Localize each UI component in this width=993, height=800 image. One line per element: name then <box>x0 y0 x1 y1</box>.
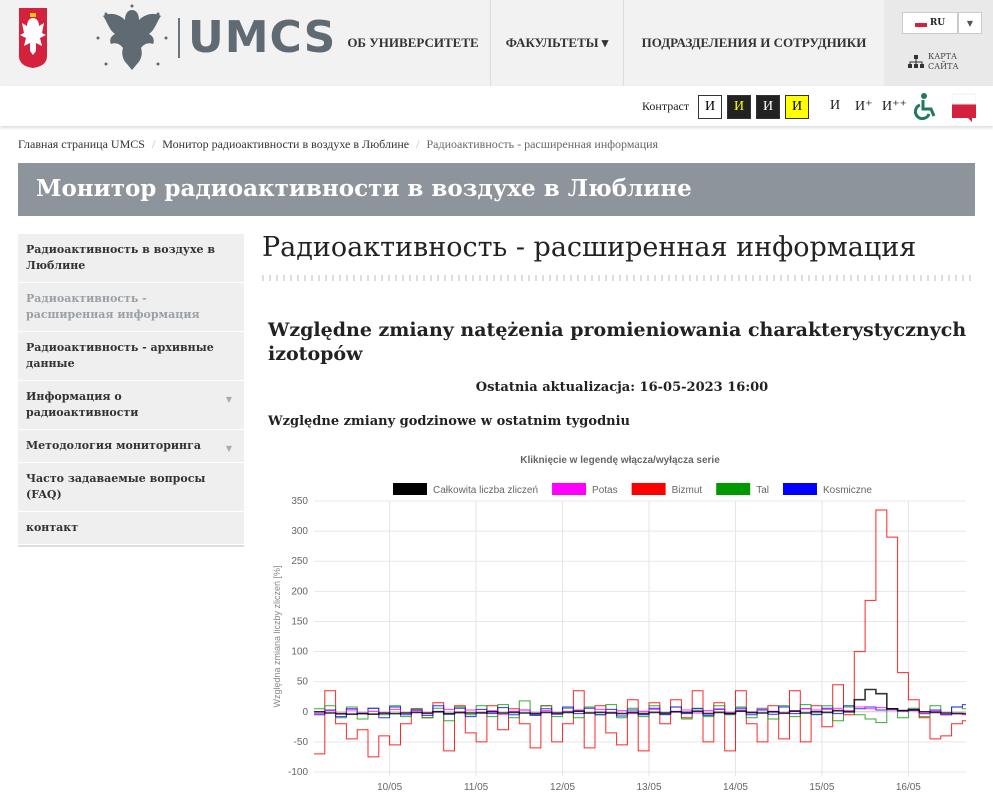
x-tick-label: 15/05 <box>809 782 834 793</box>
legend-swatch-1[interactable] <box>552 483 587 495</box>
language-dropdown-toggle[interactable]: ▼ <box>958 12 982 34</box>
chart-section-title: Względne zmiany godzinowe w ostatnim tyg… <box>268 414 630 429</box>
sidebar-item-archive[interactable]: Радиоактивность - архивные данные <box>18 332 244 381</box>
legend-label-2[interactable]: Bizmut <box>672 485 703 496</box>
wheelchair-accessibility-icon[interactable] <box>914 92 938 120</box>
series-line-bizmut <box>314 509 966 758</box>
y-tick-label: 100 <box>291 647 308 658</box>
radioactivity-chart: Kliknięcie w legendę włącza/wyłącza seri… <box>272 455 966 793</box>
legend-swatch-0[interactable] <box>393 483 427 495</box>
breadcrumb-monitor[interactable]: Монитор радиоактивности в воздухе в Любл… <box>162 137 410 151</box>
umcs-logo-text[interactable]: UMCS <box>188 12 337 63</box>
series-line-kosmiczne <box>314 704 966 719</box>
language-label: RU <box>929 18 946 28</box>
chevron-down-icon: ▼ <box>225 443 232 453</box>
x-tick-label: 13/05 <box>636 782 661 793</box>
last-updated: Ostatnia aktualizacja: 16-05-2023 16:00 <box>475 380 769 395</box>
language-panel: RU ▼ КАРТА САЙТА <box>884 0 993 86</box>
sidebar-item-faq[interactable]: Часто задаваемые вопросы (FAQ) <box>18 463 244 512</box>
contrast-black-white-button[interactable]: И <box>756 95 780 119</box>
logo-divider <box>178 18 180 58</box>
legend-label-1[interactable]: Potas <box>592 485 618 496</box>
accessibility-bar: Контраст И И И И И И⁺ И⁺⁺ <box>0 86 993 126</box>
contrast-yellow-black-button[interactable]: И <box>785 95 809 119</box>
sidebar-item-air-radioactivity[interactable]: Радиоактивность в воздухе в Люблине <box>18 234 244 283</box>
page-banner: Монитор радиоактивности в воздухе в Любл… <box>18 163 975 216</box>
legend-label-4[interactable]: Kosmiczne <box>823 485 872 496</box>
sitemap-link[interactable]: КАРТА САЙТА <box>908 52 959 72</box>
chevron-down-icon: ▼ <box>225 394 232 404</box>
breadcrumb-current: Радиоактивность - расширенная информация <box>426 137 659 151</box>
nav-about[interactable]: ОБ УНИВЕРСИТЕТЕ <box>336 0 491 86</box>
y-tick-label: 50 <box>297 677 309 688</box>
y-tick-label: 200 <box>291 586 308 597</box>
language-button[interactable]: RU <box>902 12 958 34</box>
umcs-eagle-logo[interactable] <box>92 4 172 72</box>
page-title: Радиоактивность - расширенная информация <box>262 232 917 263</box>
legend-label-3[interactable]: Tal <box>756 485 769 496</box>
bip-logo-icon[interactable] <box>952 92 976 122</box>
chart-title: Kliknięcie w legendę włącza/wyłącza seri… <box>520 455 720 466</box>
y-axis-label: Względna zmiana liczby zliczeń [%] <box>272 565 282 707</box>
title-divider <box>262 275 972 281</box>
breadcrumb-home[interactable]: Главная страница UMCS <box>18 137 145 151</box>
nav-departments[interactable]: ПОДРАЗДЕЛЕНИЯ И СОТРУДНИКИ <box>641 35 867 50</box>
header: UMCS ОБ УНИВЕРСИТЕТЕ ФАКУЛЬТЕТЫ ▾ ПОДРАЗ… <box>0 0 993 86</box>
y-tick-label: 150 <box>291 616 308 627</box>
font-size-large-button[interactable]: И⁺ <box>855 99 873 114</box>
x-tick-label: 10/05 <box>377 782 402 793</box>
contrast-label: Контраст <box>642 99 690 113</box>
nav-faculties[interactable]: ФАКУЛЬТЕТЫ ▾ <box>491 0 624 86</box>
poland-emblem-logo[interactable] <box>18 6 48 70</box>
y-tick-label: 0 <box>302 707 308 718</box>
section-title: Względne zmiany natężenia promieniowania… <box>268 319 967 365</box>
contrast-black-yellow-button[interactable]: И <box>727 95 751 119</box>
sitemap-label-1: КАРТА <box>928 52 958 61</box>
sidebar: Радиоактивность в воздухе в Люблине Ради… <box>18 234 244 547</box>
legend-swatch-4[interactable] <box>782 483 817 495</box>
x-tick-label: 11/05 <box>464 782 489 793</box>
contrast-default-button[interactable]: И <box>698 95 722 119</box>
y-tick-label: -50 <box>294 737 309 748</box>
legend-swatch-3[interactable] <box>716 483 751 495</box>
sidebar-item-contact[interactable]: контакт <box>18 512 244 545</box>
sitemap-label-2: САЙТА <box>928 62 959 71</box>
x-tick-label: 12/05 <box>550 782 575 793</box>
series-line-tal <box>314 700 966 724</box>
y-tick-label: -100 <box>288 767 308 778</box>
font-size-normal-button[interactable]: И <box>830 98 841 113</box>
x-tick-label: 16/05 <box>896 782 921 793</box>
sidebar-item-extended-info[interactable]: Радиоактивность - расширенная информация <box>18 283 244 332</box>
series-line-całkowita-liczba-zliczeń <box>314 688 966 715</box>
font-size-xlarge-button[interactable]: И⁺⁺ <box>882 99 907 114</box>
y-tick-label: 300 <box>291 526 308 537</box>
x-tick-label: 14/05 <box>723 782 748 793</box>
poland-flag-icon <box>914 19 927 27</box>
legend-swatch-2[interactable] <box>631 483 666 495</box>
sidebar-item-methodology[interactable]: Методология мониторинга ▼ <box>18 430 244 463</box>
sidebar-item-about-radioactivity[interactable]: Информация о радиоактивности ▼ <box>18 381 244 430</box>
legend-label-0[interactable]: Całkowita liczba zliczeń <box>433 485 538 496</box>
y-tick-label: 350 <box>291 496 308 507</box>
y-tick-label: 250 <box>291 556 308 567</box>
breadcrumb: Главная страница UMCS / Монитор радиоактив… <box>18 137 659 151</box>
sitemap-icon <box>908 55 924 68</box>
